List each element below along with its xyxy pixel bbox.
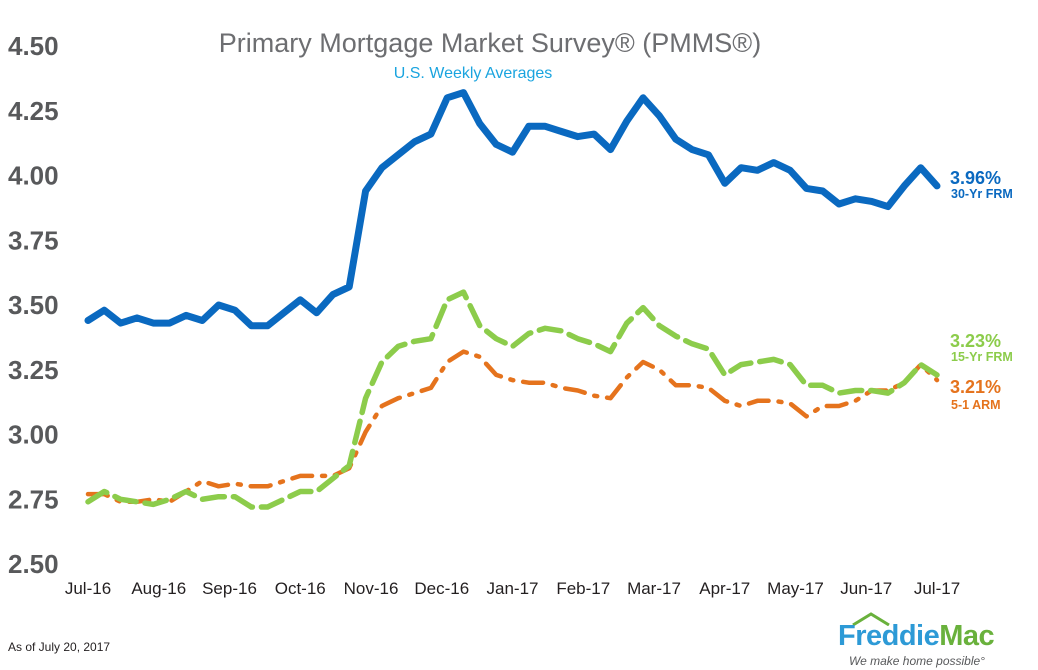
y-tick-label: 4.25 [8,96,59,126]
y-tick-label: 2.50 [8,549,59,579]
x-tick-label: Oct-16 [275,579,326,598]
y-tick-label: 4.00 [8,161,59,191]
y-tick-label: 3.00 [8,420,59,450]
x-axis-tick-labels: Jul-16 Aug-16 Sep-16 Oct-16 Nov-16 Dec-16 Jan-… [65,579,960,598]
chart-title: Primary Mortgage Market Survey® (PMMS®) [219,28,761,58]
logo-word-freddie: Freddie [838,620,940,652]
as-of-date-footnote: As of July 20, 2017 [8,640,111,654]
x-tick-label: Jan-17 [487,579,539,598]
x-tick-label: May-17 [767,579,824,598]
series-end-labels: 3.96%30-Yr FRM 3.23%15-Yr FRM 3.21%5-1 ARM [950,168,1013,412]
pmms-line-chart: Primary Mortgage Market Survey® (PMMS®) … [8,28,1013,598]
series-line-30-yr-frm [84,89,941,330]
x-tick-label: Sep-16 [202,579,257,598]
x-tick-label: Nov-16 [344,579,399,598]
x-tick-label: Apr-17 [699,579,750,598]
end-value-label: 3.23% [950,331,1001,351]
y-tick-label: 4.50 [8,31,59,61]
series-line-15-yr-frm [85,289,940,510]
y-tick-label: 3.25 [8,355,59,385]
x-tick-label: Aug-16 [131,579,186,598]
y-axis-tick-labels: 4.50 4.25 4.00 3.75 3.50 3.25 3.00 2.75 2.50 [8,31,59,579]
end-series-name: 30-Yr FRM [951,187,1013,201]
y-tick-label: 3.75 [8,225,59,255]
end-value-label: 3.21% [950,377,1001,397]
logo-wordmark: FreddieMac [838,620,995,653]
end-series-name: 5-1 ARM [951,398,1001,412]
series-line-5-1-arm [85,349,940,505]
end-value-label: 3.96% [950,168,1001,188]
end-series-name: 15-Yr FRM [951,350,1013,364]
x-tick-label: Jun-17 [840,579,892,598]
house-roof-icon [852,612,890,626]
chart-subtitle: U.S. Weekly Averages [394,65,553,82]
x-tick-label: Dec-16 [414,579,469,598]
x-tick-label: Feb-17 [556,579,610,598]
y-tick-label: 2.75 [8,484,59,514]
x-tick-label: Jul-16 [65,579,111,598]
freddie-mac-logo: FreddieMac We make home possible° [833,612,1033,668]
series-lines [84,89,941,510]
logo-word-mac: Mac [939,620,995,652]
x-tick-label: Jul-17 [914,579,960,598]
y-tick-label: 3.50 [8,290,59,320]
x-tick-label: Mar-17 [627,579,681,598]
logo-tagline: We make home possible° [849,654,985,668]
